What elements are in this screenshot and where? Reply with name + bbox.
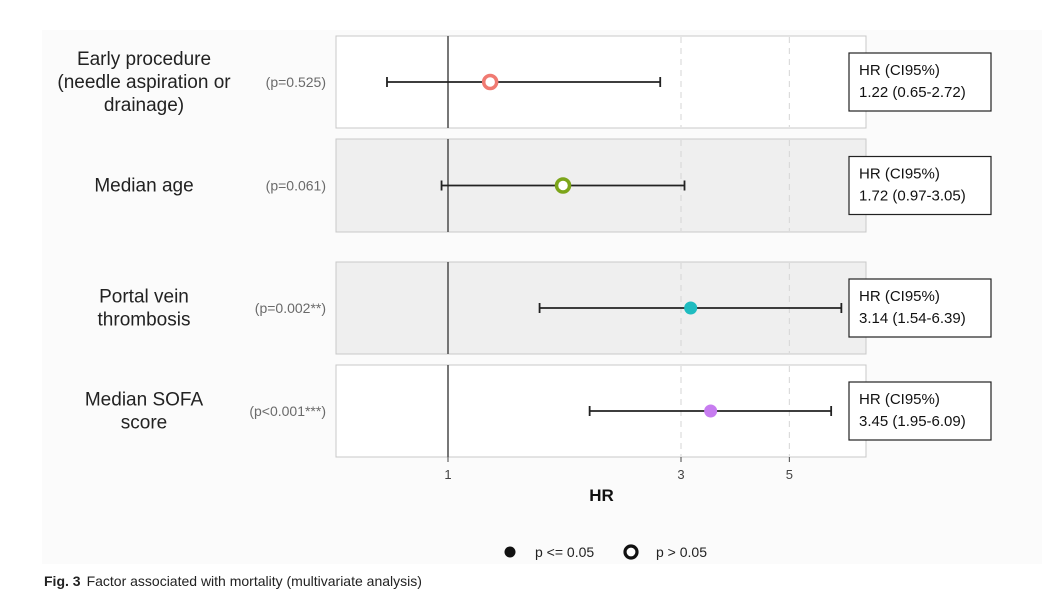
x-tick-label: 1: [444, 467, 451, 482]
legend-marker-filled: [504, 546, 516, 558]
hr-point: [554, 177, 572, 194]
hr-box-value: 1.72 (0.97-3.05): [859, 188, 966, 205]
x-tick-label: 5: [786, 467, 793, 482]
hr-box-header: HR (CI95%): [859, 62, 940, 79]
legend-label: p <= 0.05: [535, 544, 594, 560]
p-value: (p=0.002**): [255, 300, 326, 316]
hr-point: [704, 404, 718, 418]
row-label: thrombosis: [98, 310, 191, 331]
x-axis-label: HR: [589, 486, 614, 505]
p-value: (p<0.001***): [249, 403, 326, 419]
legend-marker-open: [623, 544, 639, 560]
hr-point: [481, 73, 499, 91]
row-label: Portal vein: [99, 287, 189, 308]
p-value: (p=0.061): [266, 178, 326, 194]
row-label: Median age: [94, 176, 193, 197]
figure-caption-text: Factor associated with mortality (multiv…: [86, 573, 422, 589]
hr-box-header: HR (CI95%): [859, 166, 940, 183]
figure-caption: Fig. 3 Factor associated with mortality (…: [44, 573, 422, 589]
row-label: drainage): [104, 95, 184, 116]
hr-box-value: 3.45 (1.95-6.09): [859, 413, 966, 430]
hr-box-header: HR (CI95%): [859, 391, 940, 408]
hr-point: [684, 301, 698, 315]
hr-box: [848, 278, 992, 338]
hr-box: [848, 155, 992, 216]
row-label: (needle aspiration or: [57, 72, 231, 93]
hr-box-value: 1.22 (0.65-2.72): [859, 84, 966, 101]
p-value: (p=0.525): [266, 74, 326, 90]
hr-box-value: 3.14 (1.54-6.39): [859, 310, 966, 327]
figure-label: Fig. 3: [44, 573, 81, 589]
row-label: score: [121, 413, 167, 434]
hr-box: [848, 381, 992, 441]
hr-box: [848, 52, 992, 112]
row-label: Early procedure: [77, 49, 211, 70]
hr-box-header: HR (CI95%): [859, 288, 940, 305]
legend-label: p > 0.05: [656, 544, 707, 560]
x-tick-label: 3: [677, 467, 684, 482]
row-label: Median SOFA: [85, 390, 204, 411]
